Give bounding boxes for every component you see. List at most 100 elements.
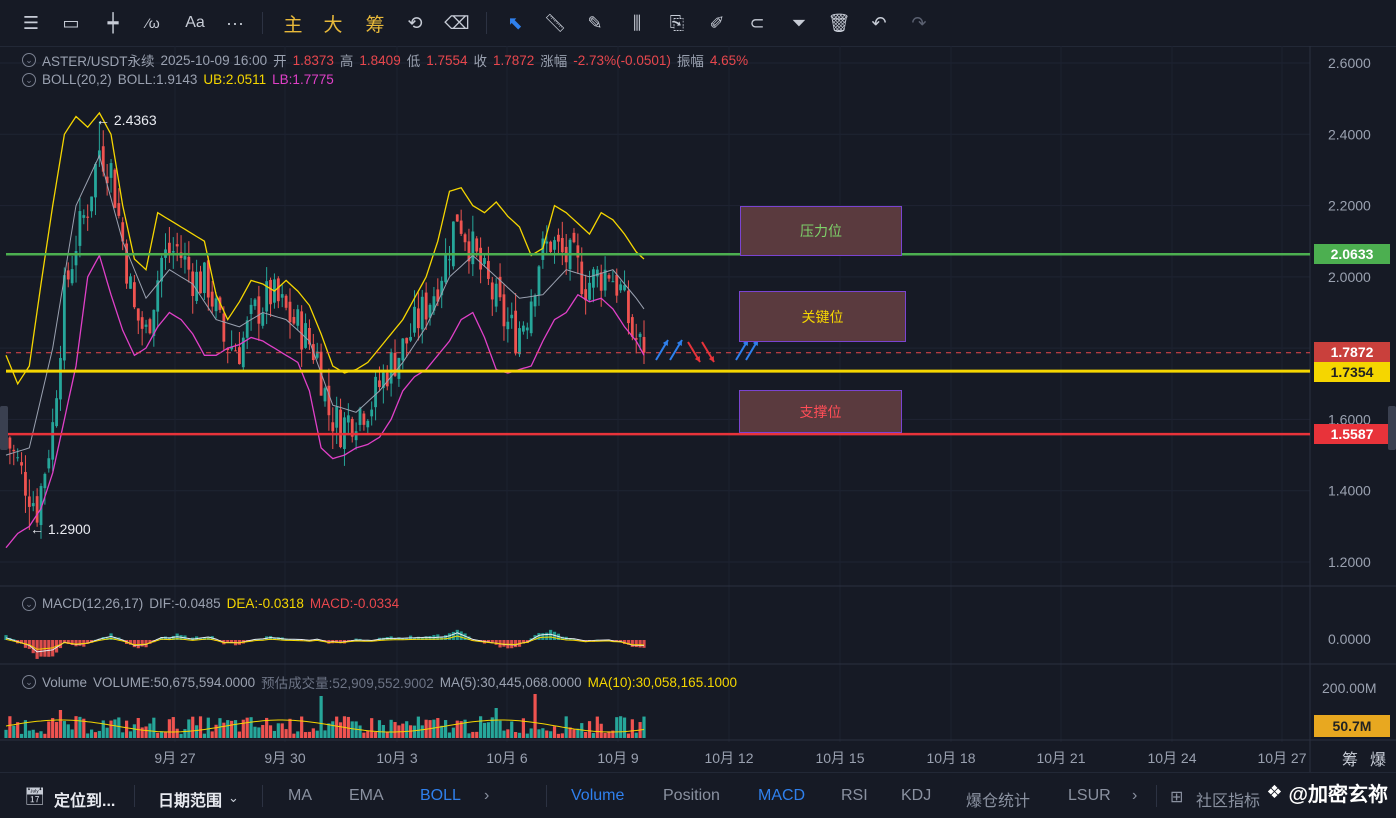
- redo-icon[interactable]: ↷: [911, 12, 927, 33]
- signal-arrow-head: [676, 340, 682, 346]
- volume-estimate: 预估成交量:52,909,552.9002: [261, 676, 434, 691]
- replay-icon[interactable]: ⟲: [407, 12, 423, 33]
- macd-histogram-bar: [529, 638, 533, 640]
- indicator-icon[interactable]: ⁄ω: [146, 15, 160, 31]
- horizontal-line-icon[interactable]: ┿: [107, 12, 119, 33]
- candle-body: [549, 241, 553, 252]
- candle-body: [475, 238, 479, 252]
- indicator-boll[interactable]: BOLL: [420, 787, 461, 804]
- candle-body: [572, 232, 576, 243]
- rectangle-icon[interactable]: ▭: [62, 12, 80, 33]
- sub-position[interactable]: Position: [663, 787, 720, 804]
- candle-body: [152, 309, 156, 337]
- macd-histogram-bar: [638, 640, 642, 648]
- ma5-value: MA(5):30,445,068.0000: [439, 674, 582, 690]
- candle-body: [284, 295, 288, 308]
- volume-bar: [249, 717, 253, 738]
- candle-body: [444, 253, 447, 283]
- magnet-icon[interactable]: ⊂: [749, 12, 765, 33]
- collapse-icon[interactable]: ⌄: [22, 596, 36, 611]
- filter-icon[interactable]: ⏷: [791, 12, 807, 33]
- macd-histogram-bar: [514, 640, 518, 648]
- indicator-ema[interactable]: EMA: [349, 787, 384, 804]
- key-zone[interactable]: 关键位: [739, 291, 906, 342]
- resistance-zone[interactable]: 压力位: [740, 206, 902, 256]
- text-icon[interactable]: Aa: [185, 14, 205, 31]
- community-icon[interactable]: ⊞: [1170, 789, 1184, 806]
- ruler-icon[interactable]: 📏︎: [543, 12, 567, 33]
- volume-bar: [183, 729, 187, 738]
- volume-bar: [498, 720, 502, 738]
- left-panel-handle[interactable]: [0, 406, 8, 450]
- macd-histogram-bar: [545, 632, 549, 640]
- indicator-ma[interactable]: MA: [288, 787, 312, 804]
- sub-kdj[interactable]: KDJ: [901, 787, 932, 804]
- calendar-icon[interactable]: 📅︎: [24, 787, 46, 806]
- close-value: 1.7872: [493, 52, 535, 68]
- chip-button[interactable]: 筹: [365, 14, 385, 36]
- trash-icon[interactable]: 🗑︎: [827, 12, 851, 33]
- candle-body: [494, 283, 498, 307]
- candle-body: [210, 291, 214, 307]
- candle-body: [308, 328, 311, 345]
- chevron-right-icon[interactable]: ›: [484, 787, 490, 804]
- candles-icon[interactable]: ⫼: [632, 12, 642, 33]
- x-tick-label: 10月 15: [815, 750, 864, 766]
- signal-arrow-head: [662, 340, 668, 346]
- sub-liquidation[interactable]: 爆仓统计: [966, 793, 1031, 810]
- note-icon[interactable]: ✐: [709, 12, 725, 33]
- resistance-price-tag: 2.0633: [1314, 244, 1390, 264]
- volume-bar: [366, 730, 370, 738]
- volume-value: VOLUME:50,675,594.0000: [93, 674, 256, 690]
- candle-body: [607, 275, 611, 279]
- chevron-down-icon[interactable]: ⌄: [228, 790, 239, 805]
- candle-body: [448, 259, 451, 261]
- sub-macd[interactable]: MACD: [758, 787, 806, 804]
- candle-body: [366, 420, 370, 428]
- candle-body: [557, 234, 560, 242]
- volume-bar: [74, 716, 78, 738]
- volume-bar: [447, 732, 452, 738]
- collapse-icon[interactable]: ⌄: [22, 53, 36, 67]
- volume-bar: [475, 731, 479, 738]
- candle-body: [588, 282, 591, 300]
- volume-bar: [377, 720, 382, 738]
- candle-body: [510, 314, 514, 319]
- right-panel-handle[interactable]: [1388, 406, 1396, 450]
- candle-body: [623, 285, 626, 291]
- collapse-icon[interactable]: ⌄: [22, 675, 36, 689]
- clipboard-icon[interactable]: ⎘: [669, 12, 685, 33]
- candle-body: [315, 351, 319, 358]
- large-order-button[interactable]: 大: [323, 14, 343, 36]
- volume-bar: [280, 723, 284, 738]
- sub-lsur[interactable]: LSUR: [1068, 787, 1111, 804]
- candle-body: [467, 241, 471, 262]
- eraser-icon[interactable]: ⌫: [444, 12, 470, 33]
- candle-body: [24, 471, 27, 496]
- locate-button[interactable]: 定位到...: [54, 793, 116, 810]
- main-force-button[interactable]: 主: [283, 14, 303, 36]
- community-indicators[interactable]: 社区指标: [1196, 793, 1261, 810]
- collapse-icon[interactable]: ⌄: [22, 72, 36, 87]
- volume-bar: [27, 730, 31, 738]
- pencil-icon[interactable]: ✎: [587, 12, 603, 33]
- chart-area[interactable]: 2.60002.40002.20002.00001.80001.60001.40…: [0, 46, 1396, 772]
- date-range-button[interactable]: 日期范围: [158, 793, 223, 810]
- macd-histogram-bar: [167, 637, 171, 640]
- macd-histogram-bar: [202, 637, 207, 640]
- chevron-right-icon[interactable]: ›: [1132, 787, 1138, 804]
- more-icon[interactable]: ···: [226, 12, 244, 33]
- sub-volume[interactable]: Volume: [571, 787, 625, 804]
- candle-body: [245, 320, 249, 338]
- undo-icon[interactable]: ↶: [871, 12, 887, 33]
- macd-histogram-bar: [622, 640, 627, 644]
- bottom-bar: 📅︎ 定位到... 日期范围 ⌄ MA EMA BOLL › Volume Po…: [0, 772, 1396, 818]
- sub-rsi[interactable]: RSI: [841, 787, 868, 804]
- open-label: 开: [273, 54, 287, 69]
- cursor-icon[interactable]: ⬉: [507, 12, 523, 33]
- volume-bar: [373, 732, 378, 738]
- x-tick-label: 10月 27: [1257, 750, 1306, 766]
- support-zone[interactable]: 支撑位: [739, 390, 902, 433]
- candle-body: [560, 238, 564, 253]
- menu-icon[interactable]: ☰: [22, 12, 40, 33]
